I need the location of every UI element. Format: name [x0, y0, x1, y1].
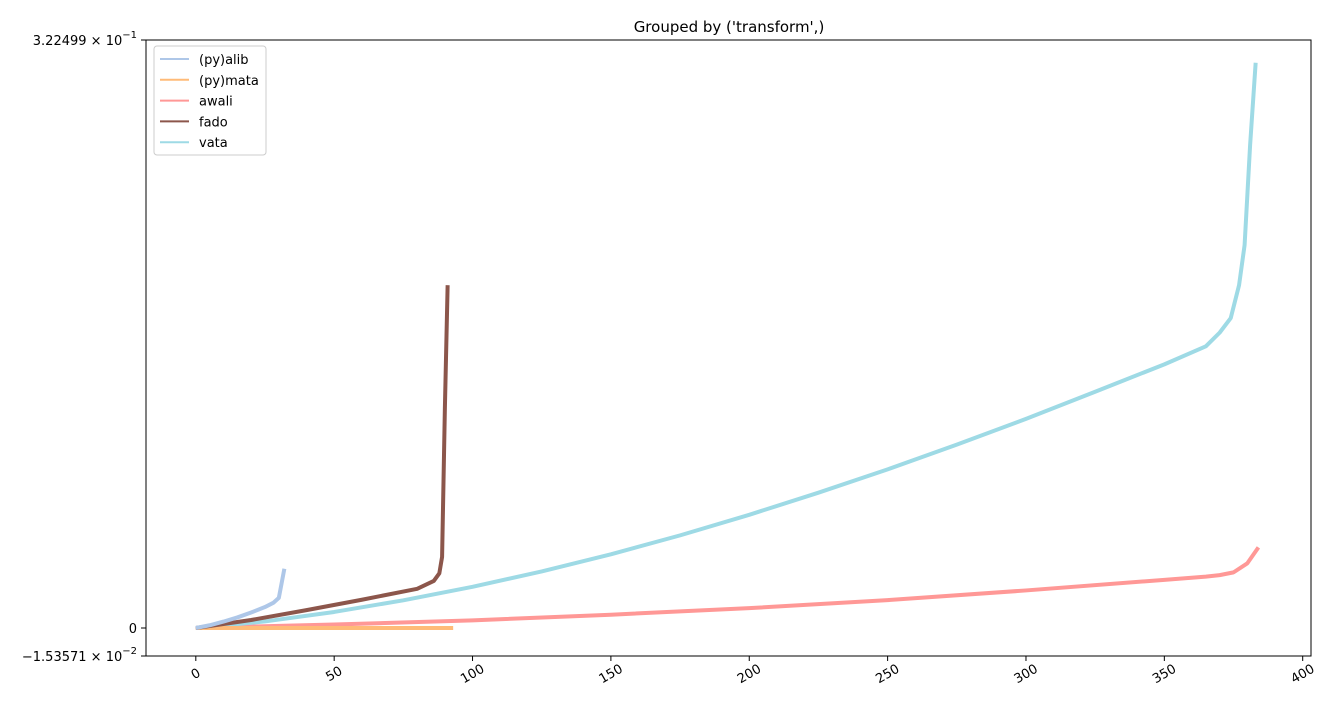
x-tick-label: 0 — [189, 666, 204, 683]
series-line-fado — [195, 285, 450, 630]
x-tick-label: 150 — [597, 662, 626, 687]
x-tick-label: 300 — [1012, 662, 1041, 687]
x-tick-label: 350 — [1150, 662, 1179, 687]
series-line-pyalib — [195, 568, 287, 630]
series-line-awali — [195, 546, 1261, 630]
legend-box — [153, 45, 267, 156]
x-tick-label: 200 — [735, 662, 764, 687]
y-tick-exponent: −2 — [122, 646, 137, 657]
legend-label: (py)mata — [199, 74, 259, 89]
y-tick-mantissa: 3.22499 — [33, 34, 87, 49]
y-tick-mantissa: −1.53571 — [22, 650, 87, 665]
y-tick-exponent: −1 — [122, 30, 137, 41]
legend-label: fado — [199, 115, 228, 130]
series-layer — [195, 62, 1261, 630]
legend: (py)alib (py)mata awali fado vata — [153, 45, 267, 156]
y-tick-times: × 10 — [87, 650, 123, 665]
y-tick-label: 0 — [129, 622, 137, 637]
y-tick-label: 3.22499 × 10−1 — [33, 30, 137, 49]
x-tick-label: 100 — [458, 662, 487, 687]
series-line-vata — [195, 62, 1258, 630]
plot-area-frame — [145, 39, 1312, 657]
y-tick-label: −1.53571 × 10−2 — [22, 646, 137, 665]
x-tick-label: 400 — [1288, 662, 1317, 687]
legend-label: vata — [199, 136, 228, 151]
x-tick-label: 50 — [324, 664, 346, 685]
y-tick-times: × 10 — [87, 34, 123, 49]
legend-label: (py)alib — [199, 53, 249, 68]
legend-label: awali — [199, 95, 233, 110]
chart-title: Grouped by ('transform',) — [634, 18, 825, 36]
x-tick-label: 250 — [873, 662, 902, 687]
